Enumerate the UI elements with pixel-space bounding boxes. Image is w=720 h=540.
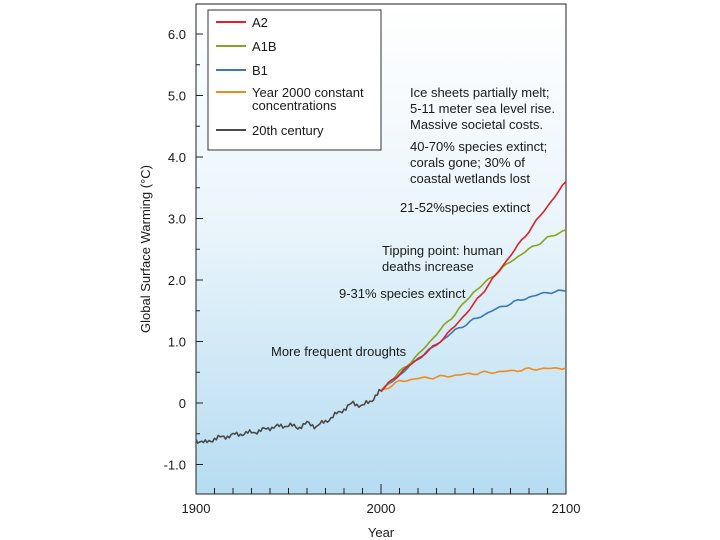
series-layer — [195, 181, 567, 444]
series-line-20th-century — [195, 388, 382, 444]
annotation-ice-sheets-2: 5-11 meter sea level rise. — [410, 101, 555, 116]
y-tick-label: 4.0 — [168, 150, 186, 165]
y-axis: 6.0 5.0 4.0 3.0 2.0 1.0 0 -1.0 — [164, 27, 203, 473]
annotation-ice-sheets-1: Ice sheets partially melt; — [410, 85, 549, 100]
series-line-a2 — [380, 181, 567, 393]
legend-label-20th: 20th century — [252, 123, 324, 138]
y-tick-label: 6.0 — [168, 27, 186, 42]
x-tick-label: 2100 — [552, 501, 581, 516]
x-tick-label: 2000 — [367, 501, 396, 516]
legend-label-constant: Year 2000 constant — [252, 85, 364, 100]
annotation-species-70-2: corals gone; 30% of — [410, 155, 525, 170]
y-tick-label: 5.0 — [168, 89, 186, 104]
y-tick-label: -1.0 — [164, 458, 186, 473]
y-tick-label: 2.0 — [168, 273, 186, 288]
series-line-year-2000-constant-concentrations — [380, 366, 567, 391]
legend-label-a1b: A1B — [252, 39, 277, 54]
annotation-tipping-point-2: deaths increase — [382, 259, 474, 274]
series-line-a1b — [380, 228, 567, 392]
annotation-tipping-point-1: Tipping point: human — [382, 243, 503, 258]
legend-label-constant-2: concentrations — [252, 98, 337, 113]
x-tick-label: 1900 — [182, 501, 211, 516]
annotation-species-31: 9-31% species extinct — [339, 286, 466, 301]
annotation-droughts: More frequent droughts — [271, 344, 407, 359]
annotation-species-70-3: coastal wetlands lost — [410, 171, 530, 186]
legend-box — [207, 9, 382, 151]
x-axis-title: Year — [368, 525, 395, 540]
legend: A2 A1B B1 Year 2000 constant concentrati… — [207, 9, 382, 151]
annotation-species-52: 21-52%species extinct — [400, 200, 530, 215]
x-axis: 1900 2000 2100 — [182, 484, 581, 516]
annotations: Ice sheets partially melt; 5-11 meter se… — [271, 85, 555, 359]
y-tick-label: 3.0 — [168, 212, 186, 227]
y-axis-title: Global Surface Warming (°C) — [138, 165, 153, 333]
legend-label-b1: B1 — [252, 63, 268, 78]
legend-label-a2: A2 — [252, 15, 268, 30]
y-tick-label: 1.0 — [168, 335, 186, 350]
y-tick-label: 0 — [179, 396, 186, 411]
annotation-species-70-1: 40-70% species extinct; — [410, 139, 547, 154]
annotation-ice-sheets-3: Massive societal costs. — [410, 117, 543, 132]
